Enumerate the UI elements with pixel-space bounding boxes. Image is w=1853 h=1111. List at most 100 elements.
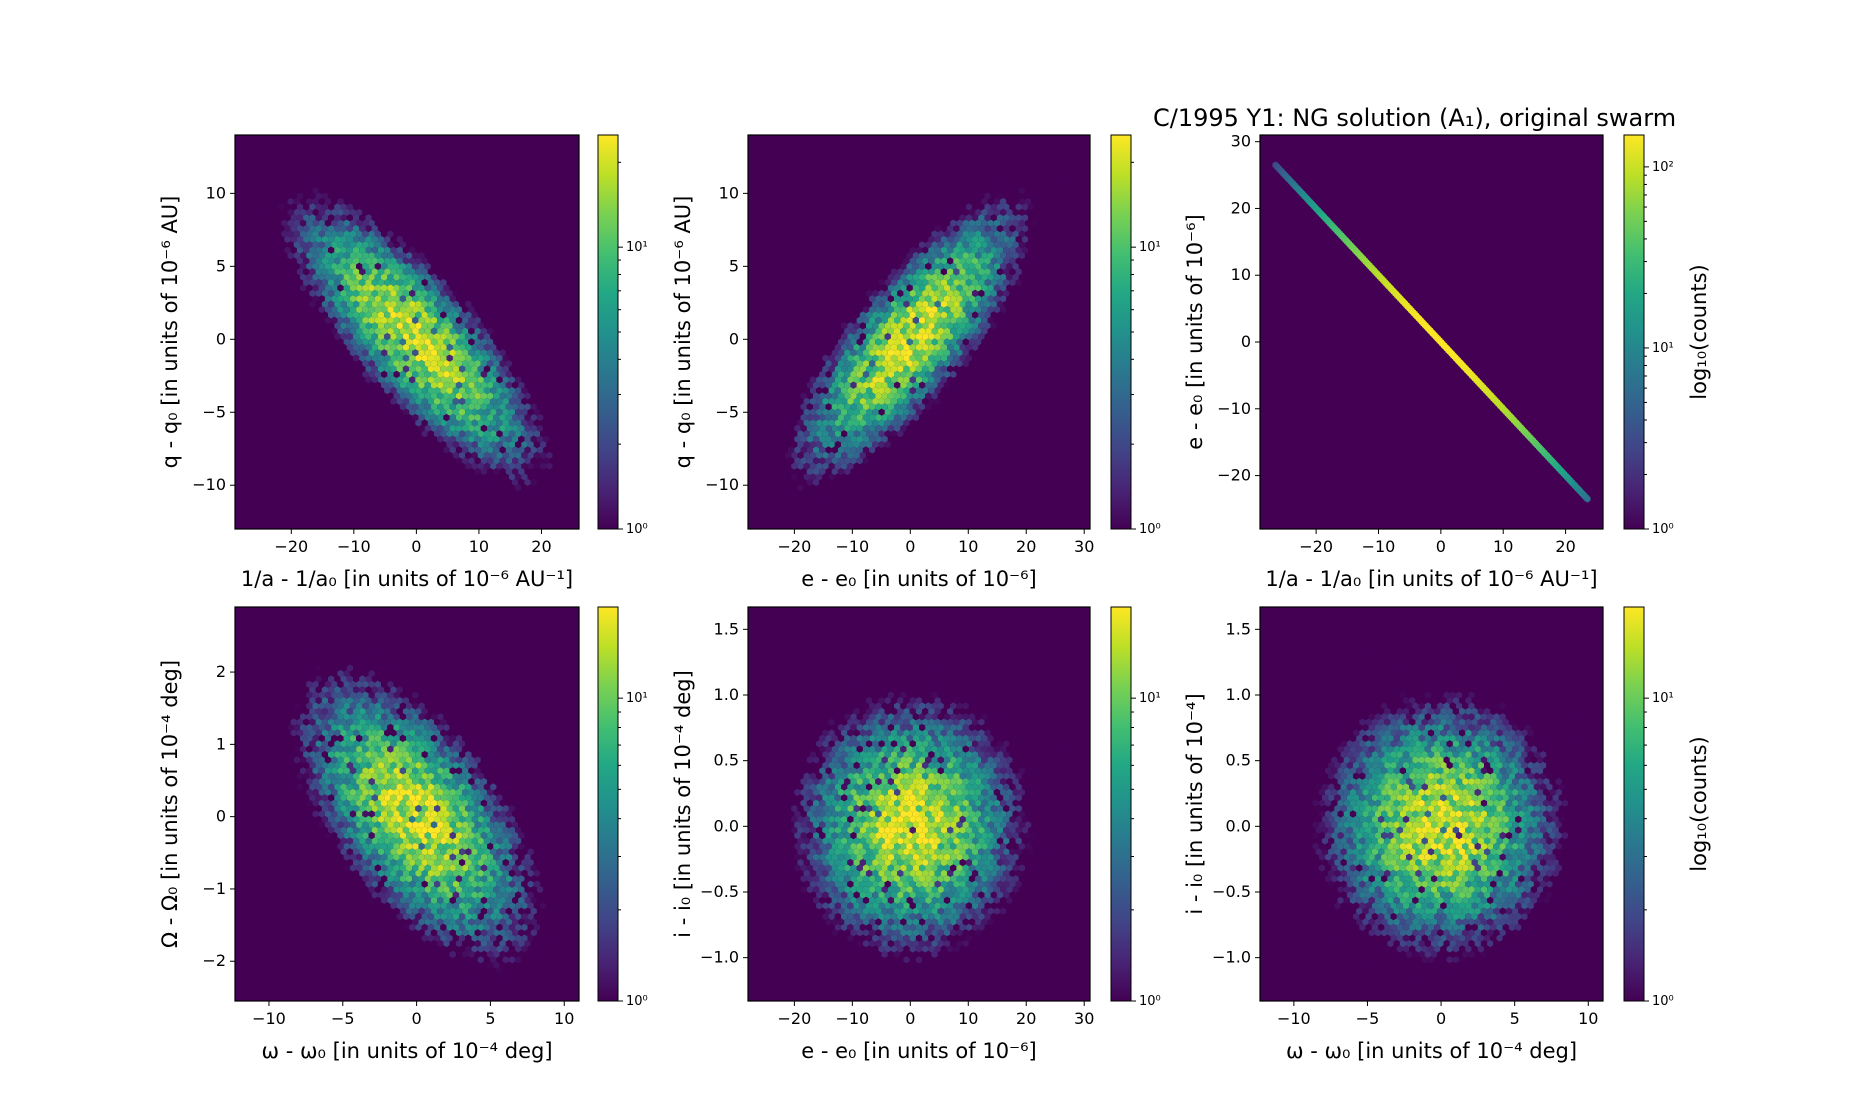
hexbin-cell [937, 252, 944, 260]
hexbin-cell [934, 697, 941, 705]
hexbin-cell [437, 435, 444, 443]
hexbin-cell [943, 284, 951, 292]
hexbin-cell [334, 333, 341, 341]
hexbin-cell [424, 414, 431, 422]
hexbin-cell [872, 333, 879, 341]
hexbin-cell [328, 729, 335, 737]
hexbin-cell [359, 783, 366, 791]
hexbin-cell [499, 875, 506, 883]
hexbin-cell [359, 848, 366, 856]
hexbin-cell [906, 338, 913, 346]
hexbin-cell [446, 408, 453, 416]
hexbin-cell [396, 675, 403, 683]
hexbin-cell [381, 929, 388, 937]
hexbin-cell [791, 451, 798, 459]
hexbin-cell [518, 875, 525, 883]
hexbin-cell [309, 289, 316, 297]
hexbin-cell [346, 289, 353, 297]
hexbin-cell [493, 338, 500, 346]
hexbin-cell [1000, 262, 1007, 270]
hexbin-cell [415, 740, 422, 748]
hexbin-cell [471, 376, 478, 384]
hexbin-cell [430, 392, 438, 400]
hexbin-cell [850, 370, 857, 378]
hexbin-cell [349, 702, 357, 710]
hexbin-cell [402, 279, 410, 287]
hexbin-cell [806, 522, 813, 529]
hexbin-cell [396, 268, 403, 276]
hexbin-cell [934, 289, 941, 297]
hexbin-cell [468, 767, 475, 775]
hexbin-cell [922, 289, 929, 297]
hexbin-cell [1012, 273, 1019, 281]
hexbin-cell [524, 918, 531, 926]
hexbin-cell [884, 279, 891, 287]
hexbin-cell [922, 343, 929, 351]
hexbin-cell [990, 246, 997, 254]
hexbin-cell [909, 354, 916, 362]
hexbin-cell [527, 462, 534, 470]
hexbin-cell [996, 246, 1004, 254]
hexbin-cell [915, 686, 923, 694]
x-tick-label: 10 [554, 1009, 574, 1028]
hexbin-cell [281, 724, 288, 732]
hexbin-cell [937, 392, 944, 400]
hexbin-cell [443, 918, 450, 926]
hexbin-cell [443, 316, 450, 324]
hexbin-cell [293, 198, 300, 206]
hexbin-cell [446, 430, 453, 438]
hexbin-cell [374, 864, 381, 872]
hexbin-cell [377, 783, 385, 791]
hexbin-cell [1025, 198, 1032, 206]
hexbin-cell [781, 468, 788, 476]
hexbin-cell [837, 403, 845, 411]
hexbin-cell [459, 815, 466, 823]
hexbin-cell [784, 419, 792, 427]
hexbin-cell [996, 192, 1004, 200]
hexbin-cell [312, 241, 319, 249]
hexbin-cell [763, 435, 770, 443]
hexbin-cell [393, 886, 400, 894]
hexbin-cell [331, 745, 338, 753]
y-tick-label: 0 [216, 329, 226, 348]
hexbin-cell [424, 327, 431, 335]
hexbin-cell [421, 365, 428, 373]
hexbin-cell [296, 225, 304, 233]
hexbin-cell [430, 788, 438, 796]
hexbin-cell [919, 306, 926, 314]
hexbin-cell [555, 489, 562, 497]
hexbin-cell [440, 772, 447, 780]
hexbin-cell [374, 262, 381, 270]
hexbin-cell [975, 262, 982, 270]
hexbin-cell [859, 697, 866, 705]
hexbin-cell [424, 252, 431, 260]
hexbin-cell [402, 794, 410, 802]
hexbin-cell [859, 387, 866, 395]
hexbin-cell [412, 424, 419, 432]
hexbin-cell [300, 187, 307, 195]
hexbin-cell [483, 333, 491, 341]
hexbin-cell [987, 284, 994, 292]
hexbin-cell [850, 349, 857, 357]
hexbin-cell [303, 707, 310, 715]
hexbin-cell [334, 697, 341, 705]
hexbin-cell [549, 468, 556, 476]
hexbin-cell [399, 810, 406, 818]
hexbin-cell [919, 691, 926, 699]
hexbin-cell [430, 929, 438, 937]
hexbin-cell [390, 837, 397, 845]
hexbin-cell [1015, 214, 1022, 222]
hexbin-cell [819, 403, 826, 411]
hexbin-cell [996, 225, 1004, 233]
hexbin-cell [409, 848, 416, 856]
hexbin-cell [775, 489, 782, 497]
hexbin-cell [462, 886, 469, 894]
hexbin-cell [402, 848, 410, 856]
hexbin-cell [962, 273, 969, 281]
hexbin-cell [253, 729, 260, 737]
hexbin-cell [934, 387, 941, 395]
hexbin-cell [409, 772, 416, 780]
hexbin-cell [349, 875, 357, 883]
hexbin-cell [253, 632, 260, 640]
hexbin-cell [399, 392, 406, 400]
